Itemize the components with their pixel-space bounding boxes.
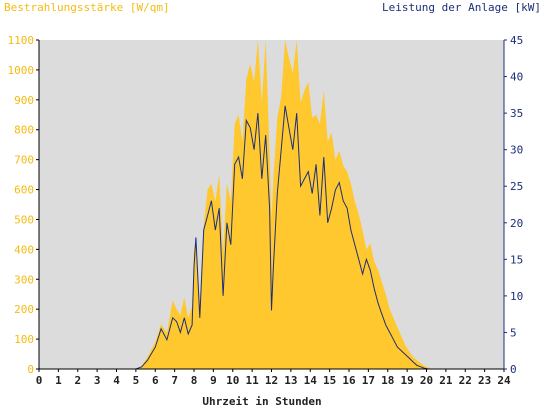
left-y-tick-label: 900 (14, 94, 34, 107)
right-y-tick-label: 20 (510, 217, 523, 230)
x-tick-label: 18 (381, 374, 394, 387)
x-tick-label: 5 (133, 374, 140, 387)
right-axis-title: Leistung der Anlage [kW] (382, 1, 541, 14)
power-line-layer (39, 105, 504, 370)
right-y-tick-label: 35 (510, 107, 523, 120)
left-y-tick-label: 500 (14, 213, 34, 226)
left-y-tick-label: 1100 (8, 34, 35, 47)
x-tick-label: 7 (171, 374, 178, 387)
x-tick-label: 23 (478, 374, 491, 387)
x-tick-label: 4 (113, 374, 120, 387)
right-y-tick-label: 30 (510, 144, 523, 157)
ticks-layer: 0 1 2 3 4 5 6 7 8 9 10 11 12 13 14 15 16 17 18 19 20 21 22 23 24… (8, 34, 524, 387)
x-tick-label: 14 (304, 374, 318, 387)
x-tick-label: 2 (74, 374, 81, 387)
x-tick-label: 16 (342, 374, 356, 387)
left-y-tick-label: 200 (14, 303, 34, 316)
x-tick-label: 6 (152, 374, 159, 387)
x-tick-label: 1 (55, 374, 62, 387)
x-tick-label: 15 (323, 374, 336, 387)
x-tick-label: 20 (420, 374, 433, 387)
x-tick-label: 17 (362, 374, 375, 387)
x-tick-label: 10 (226, 374, 239, 387)
x-axis-title: Uhrzeit in Stunden (202, 395, 321, 408)
x-tick-label: 13 (284, 374, 297, 387)
x-tick-label: 12 (265, 374, 278, 387)
x-tick-label: 0 (36, 374, 43, 387)
left-y-tick-label: 600 (14, 184, 34, 197)
left-y-tick-label: 100 (14, 333, 34, 346)
x-tick-label: 22 (459, 374, 472, 387)
x-tick-label: 3 (94, 374, 101, 387)
x-tick-label: 8 (191, 374, 198, 387)
x-tick-label: 24 (497, 374, 511, 387)
x-tick-label: 19 (401, 374, 414, 387)
right-y-tick-label: 45 (510, 34, 523, 47)
right-y-tick-label: 15 (510, 253, 523, 266)
left-axis-title: Bestrahlungsstärke [W/qm] (4, 1, 170, 14)
left-y-tick-label: 800 (14, 124, 34, 137)
left-y-tick-label: 1000 (8, 64, 35, 77)
x-tick-label: 9 (210, 374, 217, 387)
left-y-tick-label: 400 (14, 243, 34, 256)
power-series-line (39, 105, 504, 370)
left-y-tick-label: 0 (27, 363, 34, 376)
right-y-tick-label: 5 (510, 326, 517, 339)
right-y-tick-label: 10 (510, 290, 523, 303)
left-y-tick-label: 700 (14, 154, 34, 167)
x-tick-label: 11 (246, 374, 260, 387)
left-y-tick-label: 300 (14, 273, 34, 286)
right-y-tick-label: 25 (510, 180, 523, 193)
x-tick-label: 21 (439, 374, 453, 387)
right-y-tick-label: 40 (510, 71, 523, 84)
right-y-tick-label: 0 (510, 363, 517, 376)
